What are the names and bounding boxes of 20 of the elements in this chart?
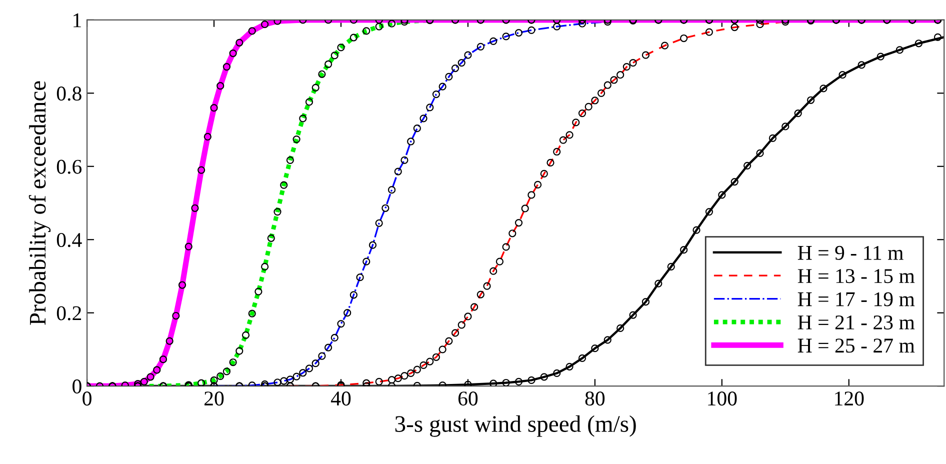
y-tick-label: 0 bbox=[72, 379, 82, 394]
y-tick-label: 0.6 bbox=[56, 160, 82, 174]
x-axis-title: 3-s gust wind speed (m/s) bbox=[395, 415, 636, 437]
x-tick-label: 80 bbox=[585, 392, 605, 406]
x-tick-label: 60 bbox=[458, 392, 478, 406]
legend-label: H = 17 - 19 m bbox=[798, 292, 915, 306]
legend-label: H = 13 - 15 m bbox=[798, 269, 915, 284]
y-tick-label: 1 bbox=[74, 13, 81, 28]
x-tick-label: 20 bbox=[204, 392, 224, 406]
y-tick-label: 0.4 bbox=[56, 232, 82, 248]
y-tick-label: 0.2 bbox=[56, 306, 82, 320]
x-tick-label: 0 bbox=[82, 392, 92, 406]
legend-label: H = 21 - 23 m bbox=[798, 315, 915, 330]
legend-label: H = 25 - 27 m bbox=[798, 338, 915, 353]
x-tick-label: 100 bbox=[708, 392, 737, 406]
legend-label: H = 9 - 11 m bbox=[798, 246, 904, 260]
x-tick-label: 120 bbox=[835, 392, 864, 406]
y-axis-title: Probability of exceedance bbox=[28, 81, 51, 325]
x-tick-label: 40 bbox=[330, 392, 351, 406]
y-tick-label: 0.8 bbox=[56, 86, 82, 101]
